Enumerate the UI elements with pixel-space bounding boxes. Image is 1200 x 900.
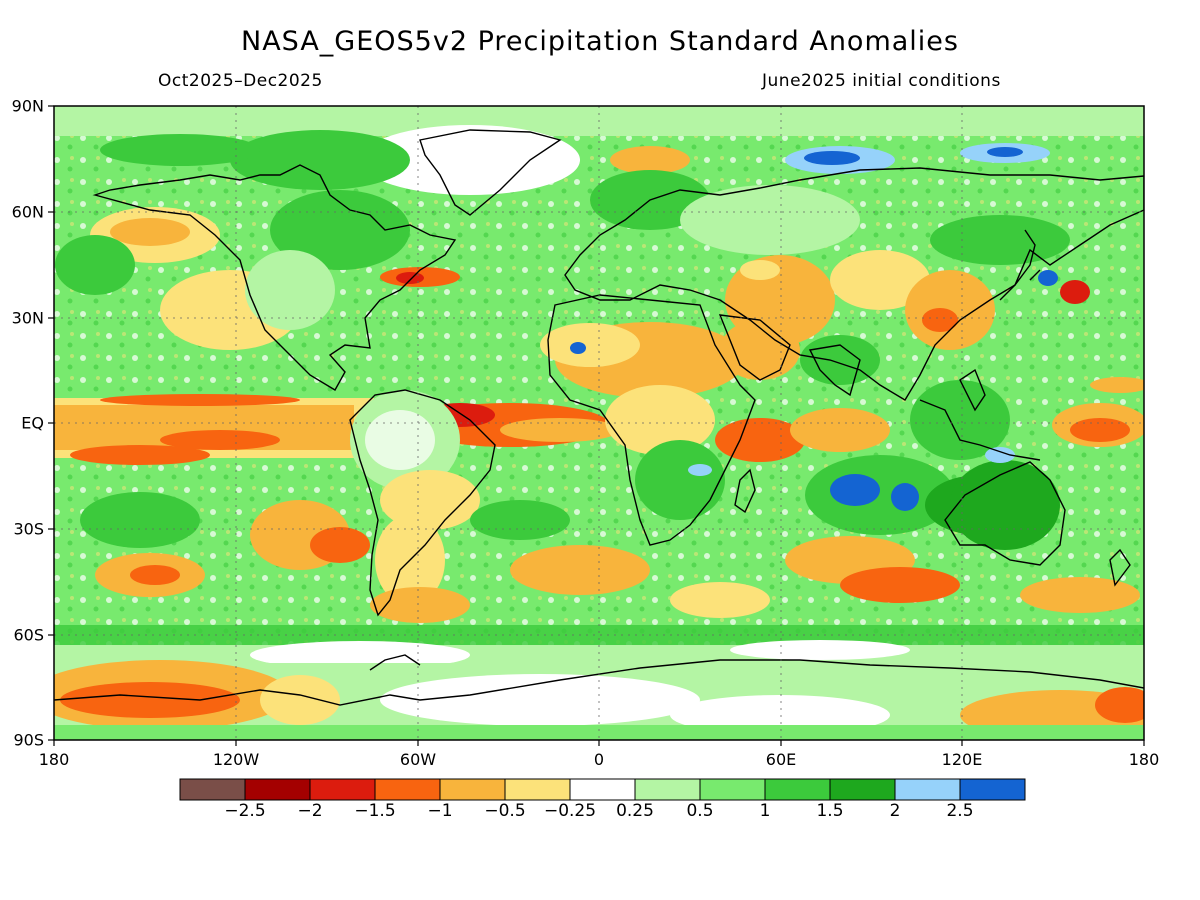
legend-label: 0.5 bbox=[686, 801, 714, 821]
legend-label: 1 bbox=[759, 801, 771, 821]
map-title: NASA_GEOS5v2 Precipitation Standard Anom… bbox=[241, 26, 959, 57]
color-legend bbox=[179, 778, 1026, 801]
legend-swatch bbox=[894, 778, 961, 801]
legend-swatch bbox=[179, 778, 246, 801]
lat-label-30n: 30N bbox=[11, 308, 44, 328]
legend-swatch bbox=[634, 778, 701, 801]
legend-label: 0.25 bbox=[616, 801, 654, 821]
lat-label-60s: 60S bbox=[13, 625, 44, 645]
forecast-period: Oct2025–Dec2025 bbox=[158, 71, 323, 91]
legend-swatch bbox=[699, 778, 766, 801]
lon-label-60e: 60E bbox=[765, 750, 797, 769]
legend-swatch bbox=[374, 778, 441, 801]
legend-label: 2.5 bbox=[946, 801, 974, 821]
legend-swatch bbox=[764, 778, 831, 801]
legend-label: 2 bbox=[889, 801, 901, 821]
legend-swatch bbox=[309, 778, 376, 801]
lon-label-120e: 120E bbox=[941, 750, 983, 769]
lat-label-30s: 30S bbox=[13, 519, 44, 539]
legend-swatch bbox=[829, 778, 896, 801]
lon-label-60w: 60W bbox=[399, 750, 437, 769]
legend-swatch bbox=[504, 778, 571, 801]
legend-label: 1.5 bbox=[816, 801, 844, 821]
initial-conditions: June2025 initial conditions bbox=[762, 71, 1001, 91]
lat-label-90s: 90S bbox=[13, 730, 44, 750]
lon-label-0: 0 bbox=[593, 750, 605, 769]
legend-swatch bbox=[569, 778, 636, 801]
legend-label: −1.5 bbox=[354, 801, 396, 821]
legend-label: −0.5 bbox=[484, 801, 526, 821]
legend-label: −0.25 bbox=[543, 801, 597, 821]
axis-ticks bbox=[48, 105, 1145, 746]
lat-label-90n: 90N bbox=[11, 96, 44, 116]
legend-label: −2.5 bbox=[224, 801, 266, 821]
lat-label-eq: EQ bbox=[21, 413, 44, 433]
legend-swatch bbox=[959, 778, 1026, 801]
coastlines bbox=[54, 129, 1144, 706]
lon-label-180e: 180 bbox=[1128, 750, 1160, 769]
legend-label: −1 bbox=[427, 801, 453, 821]
graticule bbox=[54, 106, 1144, 740]
lon-label-180w: 180 bbox=[38, 750, 70, 769]
lat-label-60n: 60N bbox=[11, 202, 44, 222]
legend-swatch bbox=[439, 778, 506, 801]
legend-label: −2 bbox=[297, 801, 323, 821]
legend-swatch bbox=[244, 778, 311, 801]
lon-label-120w: 120W bbox=[212, 750, 260, 769]
